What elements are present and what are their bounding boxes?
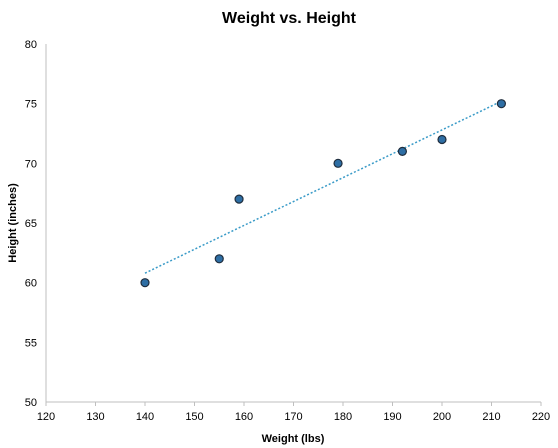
- x-tick-label: 140: [136, 411, 154, 423]
- y-tick-label: 60: [25, 278, 37, 290]
- data-point: [333, 158, 343, 168]
- data-point: [496, 99, 506, 109]
- x-tick-label: 210: [482, 411, 500, 423]
- x-tick-label: 220: [532, 411, 550, 423]
- chart-title: Weight vs. Height: [222, 10, 357, 27]
- x-tick-label: 120: [37, 411, 55, 423]
- data-point: [214, 254, 224, 264]
- data-point: [397, 146, 407, 156]
- y-axis-title: Height (inches): [7, 183, 19, 263]
- x-tick-label: 150: [185, 411, 203, 423]
- y-tick-label: 80: [25, 39, 37, 51]
- y-tick-label: 65: [25, 218, 37, 230]
- y-tick-label: 50: [25, 397, 37, 409]
- x-tick-label: 190: [383, 411, 401, 423]
- x-tick-label: 130: [86, 411, 104, 423]
- y-tick-label: 70: [25, 158, 37, 170]
- data-point: [437, 134, 447, 145]
- x-tick-label: 170: [284, 411, 302, 423]
- x-tick-label: 160: [235, 411, 253, 423]
- y-tick-label: 55: [25, 337, 37, 349]
- trendline: [144, 100, 502, 274]
- x-axis-title: Weight (lbs): [262, 433, 325, 445]
- x-tick-label: 200: [433, 411, 451, 423]
- x-tick-label: 180: [334, 411, 352, 423]
- data-point: [234, 194, 244, 204]
- plot-area: 120 130 140 150 160 170 180 190 200 210 220 50 55 60 6…: [25, 39, 550, 423]
- y-tick-label: 75: [25, 99, 37, 111]
- data-point: [140, 278, 150, 288]
